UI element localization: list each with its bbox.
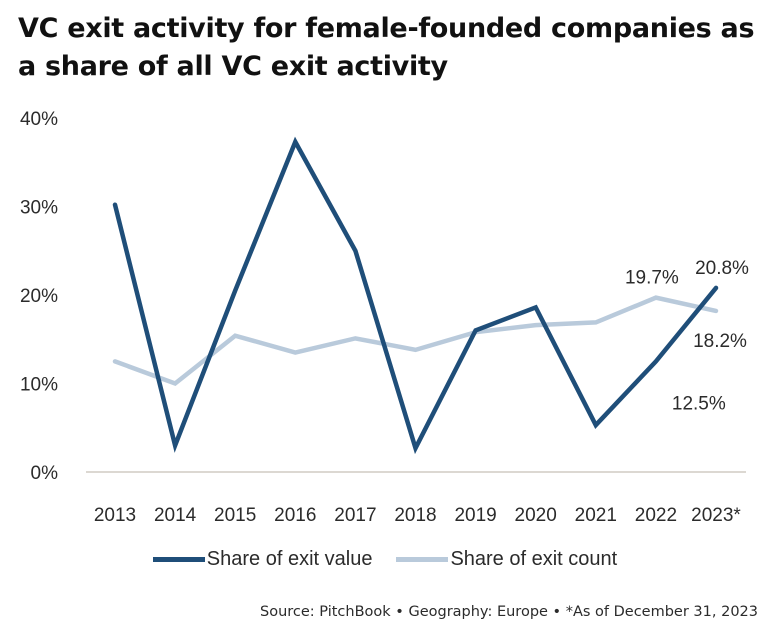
- x-tick-label: 2019: [454, 505, 496, 526]
- plot-area: [112, 136, 719, 455]
- y-tick-label: 10%: [20, 375, 58, 396]
- y-tick-label: 20%: [20, 286, 58, 307]
- legend-label-exit-value: Share of exit value: [206, 548, 373, 570]
- legend-item-exit-value: Share of exit value: [152, 548, 373, 571]
- legend-swatch-exit-value: [152, 557, 205, 562]
- line-chart: 0%10%20%30%40% 2013 2014 2015 2016 2017 2018 2…: [20, 109, 749, 526]
- series-line-exit-value: [112, 136, 719, 455]
- x-tick-label: 2014: [154, 505, 197, 526]
- y-tick-label: 30%: [20, 198, 58, 219]
- x-tick-label: 2023*: [691, 505, 741, 526]
- x-tick-label: 2015: [214, 505, 256, 526]
- x-tick-label: 2022: [635, 505, 677, 526]
- source-note: Source: PitchBook • Geography: Europe • …: [260, 604, 758, 620]
- legend-item-exit-count: Share of exit count: [396, 548, 617, 571]
- y-tick-label: 40%: [20, 109, 58, 130]
- x-tick-label: 2016: [274, 505, 316, 526]
- data-labels: 12.5% 20.8% 19.7% 18.2%: [625, 258, 749, 414]
- legend-swatch-exit-count: [396, 557, 449, 562]
- legend: Share of exit value Share of exit count: [0, 548, 770, 571]
- x-tick-label: 2017: [334, 505, 376, 526]
- y-axis: 0% 10% 20% 30% 40%: [20, 109, 58, 484]
- legend-label-exit-count: Share of exit count: [450, 548, 618, 570]
- data-label: 20.8%: [695, 258, 749, 279]
- data-label: 12.5%: [672, 393, 726, 414]
- data-label: 19.7%: [625, 268, 679, 289]
- x-tick-label: 2013: [94, 505, 136, 526]
- x-axis: 2013 2014 2015 2016 2017 2018 2019 2020 2021 2022…: [94, 505, 742, 526]
- x-tick-label: 2020: [515, 505, 557, 526]
- y-tick-label: 0%: [31, 463, 59, 484]
- x-tick-label: 2021: [575, 505, 617, 526]
- x-tick-label: 2018: [394, 505, 436, 526]
- chart-title: VC exit activity for female-founded comp…: [18, 13, 755, 82]
- data-label: 18.2%: [693, 331, 747, 352]
